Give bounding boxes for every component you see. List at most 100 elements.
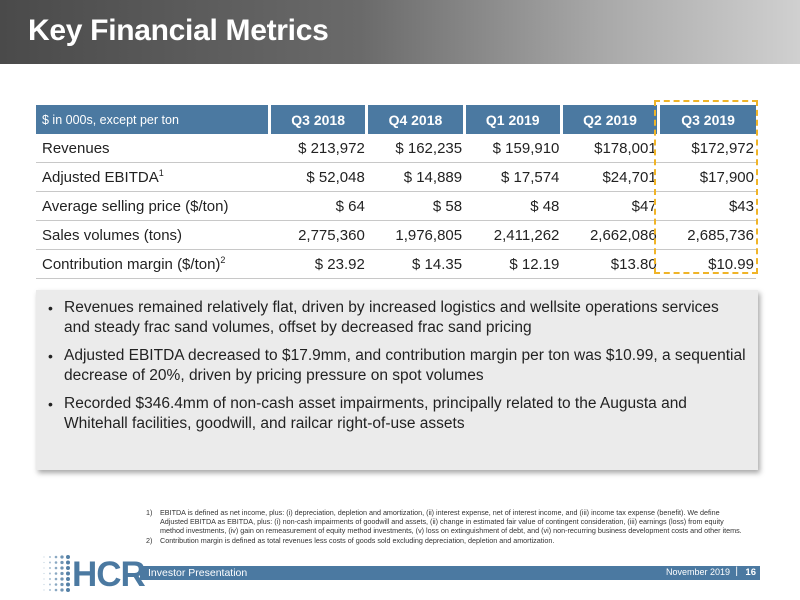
logo-dot [54,572,58,575]
table-cell: $13.80 [561,249,659,279]
page-number: 16 [745,567,756,578]
table-cell: 1,976,805 [366,220,465,250]
table-cell: $24,701 [561,162,659,192]
table-cell: $10.99 [658,249,756,279]
page-title: Key Financial Metrics [28,14,329,47]
bullet-item: Adjusted EBITDA decreased to $17.9mm, an… [48,346,746,386]
logo-dot [60,555,64,559]
table-cell: $ 17,574 [464,162,562,192]
footnotes: 1) EBITDA is defined as net income, plus… [146,508,746,546]
table-cell: $ 12.19 [464,249,562,279]
logo-dot [43,561,45,564]
row-label: Contribution margin ($/ton)2 [36,249,270,279]
table-row: Sales volumes (tons) 2,775,360 1,976,805… [36,220,756,250]
company-logo: HCR® [72,556,151,594]
table-cell: 2,662,086 [561,220,659,250]
logo-dot [66,560,70,565]
footnote-number: 1) [146,508,153,517]
logo-dot [60,588,64,592]
commentary-box: Revenues remained relatively flat, drive… [36,290,758,470]
logo-dot [54,583,58,586]
logo-dot [49,567,51,569]
table-cell: $178,001 [561,134,659,163]
table-cell: $172,972 [658,134,756,163]
bullet-item: Recorded $346.4mm of non-cash asset impa… [48,394,746,434]
table-cell: $ 58 [366,191,465,221]
bullet-list: Revenues remained relatively flat, drive… [48,298,746,434]
logo-dot [60,577,64,581]
logo-dot [66,566,70,570]
column-header: Q4 2018 [365,105,465,134]
logo-dot [49,583,51,586]
logo-dot [49,589,51,591]
table-cell: $ 48 [464,191,562,221]
table-row: Average selling price ($/ton) $ 64 $ 58 … [36,191,756,221]
table-cell: $ 14.35 [366,249,465,279]
table-header-row: $ in 000s, except per ton Q3 2018 Q4 201… [36,105,756,134]
footnote-text: EBITDA is defined as net income, plus: (… [160,508,742,535]
row-label: Average selling price ($/ton) [36,191,270,221]
logo-dot [43,589,45,591]
logo-dot [54,588,58,592]
column-header: Q3 2018 [267,105,367,134]
logo-dot [60,571,64,576]
logo-dot [43,556,45,558]
logo-dot [66,571,70,576]
title-bar: Key Financial Metrics [0,0,800,64]
footer-separator: | [735,566,738,577]
logo-dot [66,588,70,592]
table-cell: $ 159,910 [464,134,562,163]
column-header: Q2 2019 [559,105,659,134]
table-row: Contribution margin ($/ton)2 $ 23.92 $ 1… [36,249,756,279]
row-label: Adjusted EBITDA1 [36,162,270,192]
logo-dot [43,578,45,580]
table-cell: $47 [561,191,659,221]
logo-dot [60,582,64,587]
logo-dot [54,561,58,564]
row-label: Revenues [36,134,270,163]
logo-dot [60,560,64,565]
table-cell: $43 [658,191,756,221]
footnote-ref: 1 [158,168,164,178]
row-label: Sales volumes (tons) [36,220,270,250]
logo-dot [43,583,45,586]
logo-dot [54,566,58,570]
table-cell: $ 213,972 [269,134,367,163]
footnote: 1) EBITDA is defined as net income, plus… [146,508,746,535]
table-cell: $ 23.92 [269,249,367,279]
footer-bar: Investor Presentation November 2019 | 16 [140,566,760,580]
logo-dot [66,555,70,559]
logo-dot [60,566,64,570]
table-row: Adjusted EBITDA1 $ 52,048 $ 14,889 $ 17,… [36,162,756,192]
hcr-logo-mark [43,555,70,592]
logo-dot [49,572,51,575]
logo-dot [54,577,58,581]
financial-metrics-table: $ in 000s, except per ton Q3 2018 Q4 201… [36,105,756,279]
bullet-item: Revenues remained relatively flat, drive… [48,298,746,338]
column-header-highlighted: Q3 2019 [657,105,756,134]
units-label: $ in 000s, except per ton [36,105,270,134]
table-cell: $17,900 [658,162,756,192]
logo-dot [66,582,70,587]
table-cell: $ 162,235 [366,134,465,163]
footnote-ref: 2 [220,255,226,265]
column-header: Q1 2019 [462,105,562,134]
footer-date: November 2019 [665,567,730,577]
table-cell: 2,411,262 [464,220,562,250]
footnote-number: 2) [146,536,153,545]
footer-title: Investor Presentation [148,567,248,579]
logo-dot [49,561,51,564]
logo-dot [43,572,45,575]
table-cell: $ 64 [269,191,367,221]
logo-dot [49,578,51,580]
table-row: Revenues $ 213,972 $ 162,235 $ 159,910 $… [36,134,756,163]
table-cell: 2,685,736 [658,220,756,250]
table-cell: $ 52,048 [269,162,367,192]
logo-dot [54,555,58,559]
footnote-text: Contribution margin is defined as total … [160,536,555,545]
logo-dot [66,577,70,581]
logo-dot [43,567,45,569]
logo-dot [49,556,51,558]
footnote: 2) Contribution margin is defined as tot… [146,536,746,545]
table-cell: $ 14,889 [366,162,465,192]
